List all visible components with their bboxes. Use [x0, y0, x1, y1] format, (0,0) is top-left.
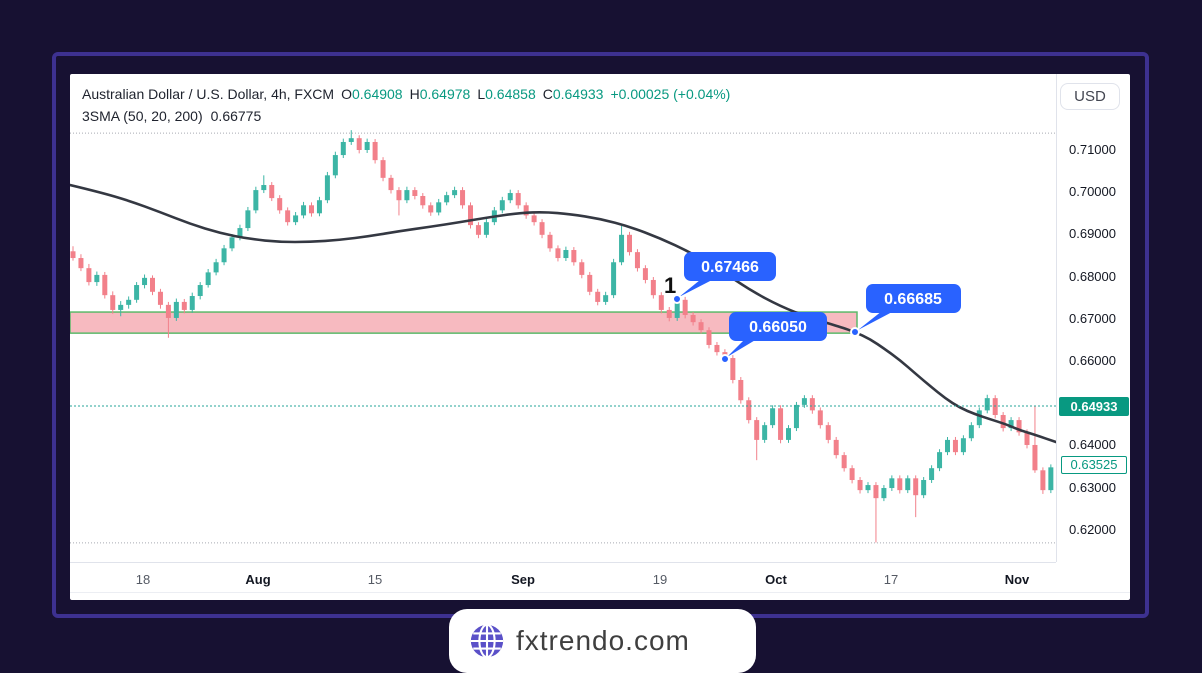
- indicator-value: 0.66775: [210, 108, 262, 124]
- time-tick: 17: [883, 572, 899, 587]
- symbol-row: Australian Dollar / U.S. Dollar, 4h, FXC…: [82, 83, 730, 105]
- ohlc-value: 0.64858: [485, 86, 536, 102]
- last-price-label: 0.64933: [1059, 396, 1129, 416]
- ohlc-key: H: [409, 86, 420, 102]
- price-axis[interactable]: 0.64933 0.63525 0.71000 0.70000 0.69000 0.6…: [1056, 74, 1131, 562]
- ohlc-key: O: [341, 86, 352, 102]
- ohlc-value: 0.64933: [552, 86, 604, 102]
- indicator-row: 3SMA (50, 20, 200) 0.66775: [82, 105, 730, 127]
- indicator-price-label: 0.63525: [1061, 456, 1127, 475]
- price-tick: 0.68000: [1069, 268, 1116, 284]
- price-tick: 0.63000: [1069, 479, 1116, 495]
- chart-legend: Australian Dollar / U.S. Dollar, 4h, FXC…: [82, 83, 730, 127]
- time-tick: 15: [367, 572, 383, 587]
- price-tick: 0.62000: [1069, 521, 1116, 537]
- price-tick: 0.64000: [1069, 437, 1116, 453]
- currency-button[interactable]: USD: [1060, 83, 1120, 110]
- supply-zone[interactable]: [70, 311, 858, 334]
- ohlc-value: 0.64978: [419, 86, 471, 102]
- brand-name: fxtrendo.com: [516, 625, 690, 656]
- time-tick: Oct: [765, 572, 787, 587]
- ohlc-values: O0.64908 H0.64978 L0.64858 C0.64933: [334, 86, 603, 102]
- price-tick: 0.67000: [1069, 310, 1116, 326]
- price-chart[interactable]: [70, 74, 1056, 562]
- price-tick: 0.66000: [1069, 353, 1116, 368]
- price-tick: 0.71000: [1069, 142, 1116, 157]
- time-tick: Nov: [1004, 572, 1030, 587]
- price-change: +0.00025 (+0.04%): [610, 86, 731, 102]
- time-tick: 18: [135, 572, 151, 587]
- time-tick: Sep: [511, 572, 535, 587]
- chart-panel: Australian Dollar / U.S. Dollar, 4h, FXC…: [70, 74, 1130, 600]
- sma-line[interactable]: [70, 183, 1056, 444]
- price-tick: 0.70000: [1069, 184, 1116, 200]
- price-tick: 0.69000: [1069, 226, 1116, 242]
- ohlc-key: C: [542, 86, 553, 102]
- panel-bottom-divider: [70, 592, 1130, 593]
- symbol-title[interactable]: Australian Dollar / U.S. Dollar, 4h, FXC…: [82, 86, 335, 102]
- ohlc-value: 0.64908: [351, 86, 403, 102]
- time-tick: 19: [652, 572, 668, 587]
- brand-watermark: fxtrendo.com: [449, 609, 756, 673]
- ohlc-key: L: [477, 86, 486, 102]
- time-axis[interactable]: 18 Aug 15 Sep 19 Oct 17 Nov: [70, 562, 1056, 601]
- time-tick: Aug: [245, 572, 271, 587]
- indicator-name[interactable]: 3SMA (50, 20, 200): [82, 108, 203, 124]
- globe-icon: [470, 623, 504, 659]
- candles: [70, 130, 1054, 543]
